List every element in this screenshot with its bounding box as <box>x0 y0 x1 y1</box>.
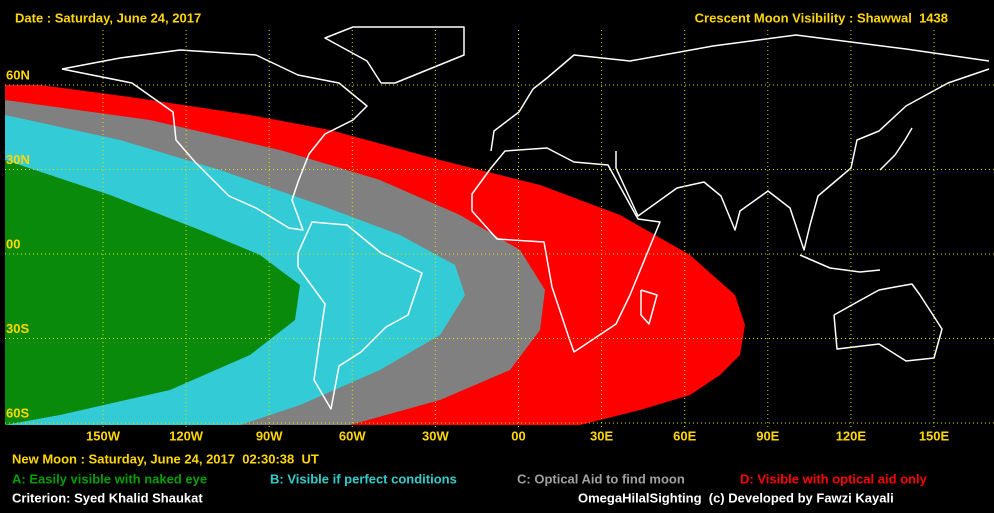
latitude-label: 30S <box>6 321 29 336</box>
coastlines <box>61 26 990 410</box>
australia <box>833 283 943 362</box>
greenland <box>324 26 465 84</box>
longitude-label: 30W <box>422 428 449 443</box>
date: Date : Saturday, June 24, 2017 <box>15 10 201 25</box>
longitude-label: 60E <box>673 428 696 443</box>
south-asia <box>615 68 990 251</box>
south-america <box>297 221 423 410</box>
legend-c: C: Optical Aid to find moon <box>517 471 685 486</box>
indonesia <box>799 254 881 273</box>
longitude-label: 00 <box>511 428 525 443</box>
africa <box>471 147 661 353</box>
legend-b: B: Visible if perfect conditions <box>270 471 457 486</box>
longitude-label: 30E <box>590 428 613 443</box>
graticule <box>5 30 994 428</box>
latitude-label: 60N <box>6 67 30 82</box>
legend-a: A: Easily visible with naked eye <box>12 471 207 486</box>
latitude-label: 30N <box>6 152 30 167</box>
longitude-label: 90W <box>256 428 283 443</box>
latitude-label: 60S <box>6 405 29 420</box>
zone-a <box>5 160 300 425</box>
eurasia <box>490 34 990 152</box>
criterion: Criterion: Syed Khalid Shaukat <box>12 490 203 505</box>
madagascar <box>640 289 658 325</box>
longitude-label: 120E <box>836 428 867 443</box>
japan <box>879 127 913 171</box>
longitude-label: 150W <box>86 428 121 443</box>
latitude-label: 00 <box>6 236 20 251</box>
longitude-label: 60W <box>339 428 366 443</box>
north-america <box>61 49 368 231</box>
title: Crescent Moon Visibility : Shawwal 1438 <box>695 10 948 25</box>
new-moon: New Moon : Saturday, June 24, 2017 02:30… <box>12 451 319 466</box>
longitude-label: 120W <box>169 428 204 443</box>
longitude-label: 150E <box>919 428 950 443</box>
credit: OmegaHilalSighting (c) Developed by Fawz… <box>578 490 894 505</box>
longitude-label: 90E <box>756 428 779 443</box>
legend-d: D: Visible with optical aid only <box>740 471 928 486</box>
